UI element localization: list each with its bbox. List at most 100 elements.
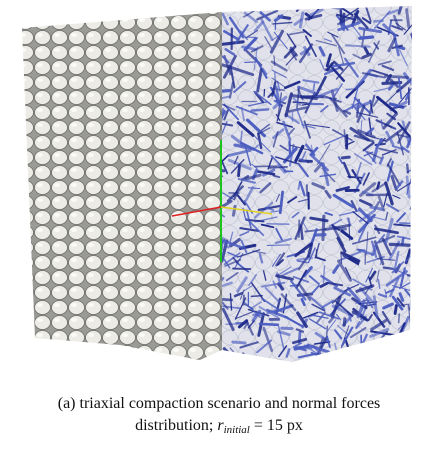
force-chain	[342, 161, 352, 179]
force-chain	[338, 46, 344, 64]
force-chain	[334, 329, 343, 340]
force-chain	[354, 153, 373, 166]
force-chain	[236, 194, 246, 206]
force-chain	[315, 256, 326, 262]
force-chain	[254, 56, 268, 79]
force-chain	[297, 88, 304, 101]
force-chain	[372, 98, 380, 107]
force-chain	[312, 88, 323, 96]
force-chain	[233, 81, 247, 93]
force-chain	[385, 203, 400, 213]
force-chain	[301, 103, 311, 106]
force-chain	[324, 211, 333, 216]
force-chain	[383, 358, 391, 362]
force-chain	[376, 181, 381, 190]
force-chain	[340, 229, 354, 240]
force-chain	[247, 101, 268, 107]
force-chain	[382, 23, 397, 38]
force-chain	[312, 314, 329, 319]
force-chain	[222, 297, 234, 302]
force-chain	[351, 84, 360, 110]
force-chain	[400, 145, 410, 154]
force-chain	[411, 32, 412, 42]
force-chain	[339, 21, 346, 32]
force-chain	[384, 87, 403, 104]
force-chain	[229, 292, 233, 311]
force-chain	[344, 44, 371, 48]
force-chain	[319, 281, 329, 288]
force-chain	[381, 237, 392, 256]
force-chain	[410, 208, 412, 219]
force-chain	[244, 173, 262, 181]
force-chain	[355, 162, 362, 179]
force-chain	[299, 224, 304, 241]
force-chain	[276, 259, 284, 266]
force-chain	[273, 55, 276, 67]
force-chain	[323, 38, 332, 43]
force-chain	[277, 330, 291, 337]
caption: (a) triaxial compaction scenario and nor…	[0, 393, 438, 441]
force-chain	[349, 326, 367, 339]
force-chain	[398, 77, 403, 100]
force-chain	[271, 360, 278, 362]
force-chain	[222, 237, 224, 251]
force-chain	[323, 66, 341, 76]
force-chain	[376, 269, 380, 283]
force-chain	[222, 108, 225, 125]
force-chain	[259, 11, 271, 22]
force-chain	[222, 291, 229, 310]
force-chain	[288, 30, 307, 36]
force-chain	[401, 236, 405, 246]
force-chain	[233, 155, 239, 165]
force-chain	[410, 124, 412, 132]
force-chain	[386, 160, 394, 182]
force-chain	[336, 313, 341, 321]
axis-x	[171, 206, 222, 217]
force-chain	[266, 244, 291, 246]
force-chain	[284, 92, 293, 118]
force-chain	[369, 339, 376, 354]
force-chain	[303, 120, 311, 139]
force-chain	[384, 288, 388, 298]
force-chain	[297, 162, 309, 178]
force-chain	[233, 143, 256, 151]
force-chain	[362, 172, 370, 186]
force-chain	[280, 326, 294, 331]
force-chain	[272, 130, 279, 148]
force-chain	[308, 275, 320, 285]
force-chain	[356, 344, 363, 362]
force-chain	[264, 206, 275, 212]
force-chain	[304, 13, 323, 21]
force-chain	[352, 236, 377, 245]
force-chain	[292, 97, 302, 106]
force-chain	[406, 137, 412, 149]
force-chain	[370, 319, 388, 331]
force-chain	[278, 190, 284, 215]
force-chain	[392, 194, 401, 199]
force-chain	[384, 74, 409, 79]
force-chain	[222, 12, 229, 26]
force-chain	[252, 144, 260, 151]
force-chain	[298, 158, 307, 163]
force-chain	[247, 320, 255, 329]
force-chain	[222, 99, 236, 111]
force-chain	[369, 327, 390, 338]
force-chain	[240, 239, 248, 254]
force-chain	[222, 154, 229, 163]
force-chain	[271, 253, 281, 267]
force-chain	[322, 97, 338, 99]
force-chain	[393, 223, 412, 227]
force-chain	[368, 270, 377, 281]
force-chain	[226, 185, 244, 203]
force-chain	[316, 87, 339, 98]
force-chain	[318, 311, 339, 320]
force-chain	[331, 83, 343, 100]
force-chain	[222, 60, 231, 69]
force-chain	[376, 95, 398, 114]
force-chain	[276, 80, 281, 92]
force-chain	[264, 36, 273, 49]
force-chain	[222, 157, 229, 175]
force-chain	[300, 298, 306, 307]
force-chain	[391, 25, 404, 31]
